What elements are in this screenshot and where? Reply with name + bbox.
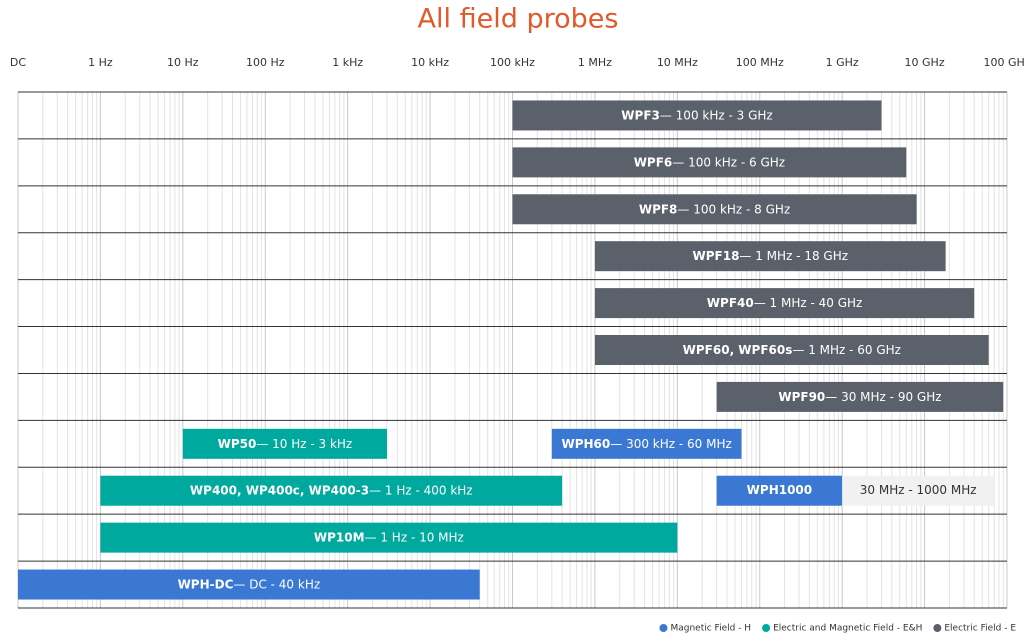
range-bar: [18, 569, 480, 600]
bar-text: WPH-DC— DC - 40 kHz: [178, 577, 321, 591]
x-tick-label: 1 kHz: [332, 56, 363, 69]
range-bar: [551, 428, 742, 459]
bar-name: WPF6: [634, 155, 673, 169]
legend-dot: [762, 624, 771, 632]
bar-name: WPH60: [561, 436, 610, 450]
chart-title: All field probes: [418, 4, 619, 35]
legend-dot: [659, 624, 668, 632]
range-bar: [594, 335, 989, 365]
bar-text: WPF40— 1 MHz - 40 GHz: [707, 296, 863, 310]
bar-name: WPF3: [621, 108, 660, 122]
range-bar: [716, 381, 1004, 412]
bar-label: 30 MHz - 1000 MHz: [860, 483, 977, 497]
x-tick-label: 10 kHz: [411, 56, 449, 69]
bar-name: WP400, WP400c, WP400-3: [190, 483, 369, 497]
x-tick-label: 1 GHz: [826, 56, 859, 69]
x-tick-label: 10 Hz: [167, 56, 199, 69]
x-tick-label: 100 GHz: [983, 56, 1024, 69]
bar-label: — 1 Hz - 400 kHz: [369, 483, 473, 497]
legend-label: Magnetic Field - H: [670, 624, 751, 634]
range-bar: [594, 241, 946, 272]
bar-text: WP10M— 1 Hz - 10 MHz: [314, 530, 464, 544]
range-bar: [512, 194, 917, 225]
bar-name: WPH1000: [747, 483, 812, 497]
bar-label: — 1 MHz - 18 GHz: [739, 249, 848, 263]
legend-dot: [933, 624, 942, 632]
x-tick-label: 100 MHz: [736, 56, 784, 69]
bar-text: WPF18— 1 MHz - 18 GHz: [692, 249, 848, 263]
x-tick-label: 100 kHz: [490, 56, 535, 69]
bar-label: — DC - 40 kHz: [233, 577, 320, 591]
bar-text: WPF8— 100 kHz - 8 GHz: [639, 202, 790, 216]
bar-label: — 100 kHz - 3 GHz: [660, 108, 773, 122]
range-bar: [100, 475, 563, 506]
legend-label: Electric Field - E: [944, 624, 1016, 634]
x-tick-label: 10 GHz: [905, 56, 945, 69]
range-bar: [716, 475, 843, 506]
bar-name: WPF18: [692, 249, 739, 263]
bar-name: WP10M: [314, 530, 365, 544]
x-tick-label: 100 Hz: [246, 56, 285, 69]
bar-text: WPF60, WPF60s— 1 MHz - 60 GHz: [683, 343, 901, 357]
bar-name: WP50: [218, 436, 257, 450]
bar-label: — 100 kHz - 6 GHz: [672, 155, 785, 169]
bar-label: — 100 kHz - 8 GHz: [677, 202, 790, 216]
bar-text: WPF90— 30 MHz - 90 GHz: [778, 389, 941, 403]
bar-label: — 1 MHz - 40 GHz: [754, 296, 863, 310]
bar-name: WPH-DC: [178, 577, 234, 591]
x-tick-label: DC: [10, 56, 26, 69]
range-bar: [512, 100, 882, 131]
bar-text: WP400, WP400c, WP400-3— 1 Hz - 400 kHz: [190, 483, 473, 497]
bar-label: — 1 Hz - 10 MHz: [365, 530, 464, 544]
bar-text: WP50— 10 Hz - 3 kHz: [218, 436, 353, 450]
label-box: [842, 475, 995, 506]
range-bar: [512, 147, 907, 178]
range-bar: [182, 428, 387, 459]
range-bar: [100, 522, 678, 553]
x-tick-label: 1 MHz: [578, 56, 612, 69]
bar-label: — 1 MHz - 60 GHz: [792, 343, 901, 357]
bar-label: — 300 kHz - 60 MHz: [610, 436, 732, 450]
bar-name: WPF40: [707, 296, 754, 310]
bar-text: WPH60— 300 kHz - 60 MHz: [561, 436, 731, 450]
bar-name: WPF90: [778, 389, 825, 403]
legend-label: Electric and Magnetic Field - E&H: [773, 624, 922, 634]
x-tick-label: 10 MHz: [657, 56, 698, 69]
bar-label: — 10 Hz - 3 kHz: [256, 436, 352, 450]
bar-label: — 30 MHz - 90 GHz: [825, 389, 941, 403]
bar-name: WPF60, WPF60s: [683, 343, 793, 357]
bar-name: WPF8: [639, 202, 678, 216]
range-bar: [594, 288, 975, 319]
bar-text: WPF6— 100 kHz - 6 GHz: [634, 155, 785, 169]
x-tick-label: 1 Hz: [88, 56, 113, 69]
bar-text: WPF3— 100 kHz - 3 GHz: [621, 108, 772, 122]
legend: Electric Field - E Electric and Magnetic …: [659, 624, 1016, 634]
